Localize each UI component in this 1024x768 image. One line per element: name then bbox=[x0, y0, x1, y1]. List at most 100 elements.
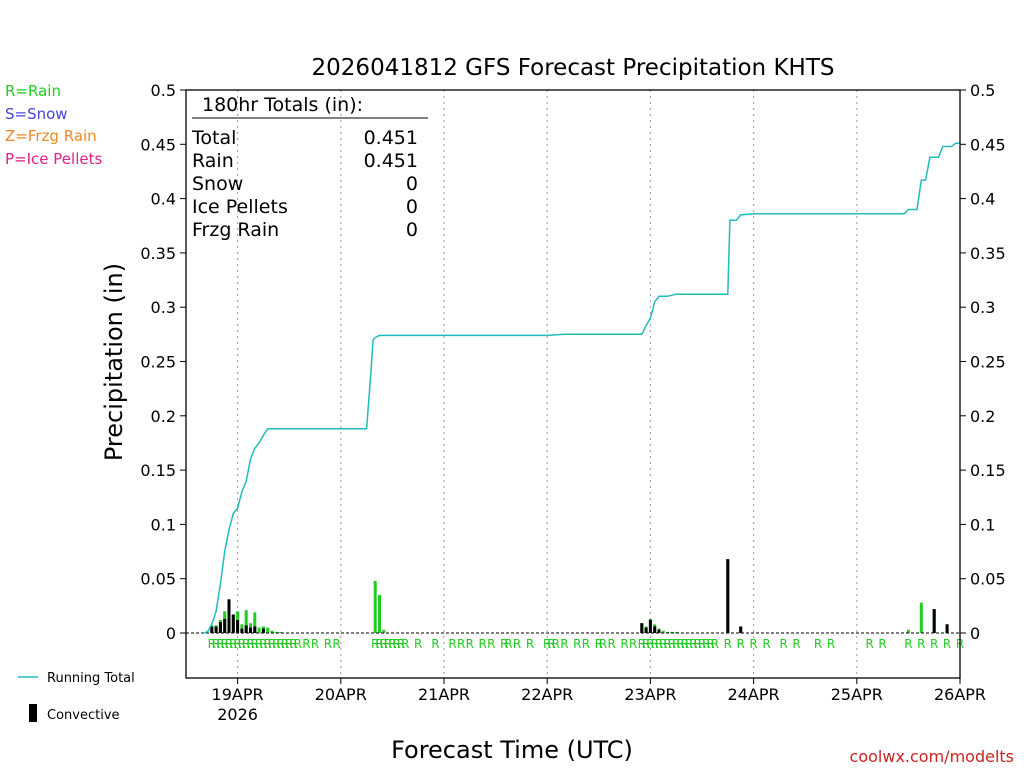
legend-ice-pellets: P=Ice Pellets bbox=[5, 150, 102, 168]
convective-bar bbox=[261, 628, 265, 633]
plot-frame bbox=[185, 89, 961, 679]
rain-mark: R bbox=[285, 637, 293, 651]
rain-mark: R bbox=[225, 637, 233, 651]
legend-frzg-rain: Z=Frzg Rain bbox=[5, 127, 97, 145]
totals-value-rain: 0.451 bbox=[364, 150, 418, 172]
precip-bar bbox=[244, 610, 248, 633]
rain-mark: R bbox=[272, 637, 280, 651]
precip-bar bbox=[382, 629, 386, 633]
totals-box: 180hr Totals (in): Total 0.451 Rain 0.45… bbox=[191, 94, 428, 241]
rain-mark: R bbox=[659, 637, 667, 651]
convective-bar bbox=[644, 627, 648, 633]
rain-mark: R bbox=[526, 637, 534, 651]
rain-mark: R bbox=[242, 637, 250, 651]
rain-mark: R bbox=[651, 637, 659, 651]
rain-mark: R bbox=[384, 637, 392, 651]
totals-value-total: 0.451 bbox=[364, 127, 418, 149]
totals-label-frzg-rain: Frzg Rain bbox=[192, 219, 279, 241]
rain-mark: R bbox=[642, 637, 650, 651]
rain-mark: R bbox=[646, 637, 654, 651]
precip-bar bbox=[661, 630, 665, 633]
rain-mark: R bbox=[814, 637, 822, 651]
x-tick-label: 26APR bbox=[934, 685, 986, 704]
rain-mark: R bbox=[866, 637, 874, 651]
y-axis-ticks: 0 00.05 0.050.1 0.10.15 0.150.2 0.20.25 0.250.… bbox=[140, 81, 1005, 643]
rain-mark: R bbox=[737, 637, 745, 651]
y-tick-label-right: 0.1 bbox=[970, 515, 995, 534]
rain-mark: R bbox=[620, 637, 628, 651]
x-tick-label: 21APR bbox=[418, 685, 470, 704]
precip-bar bbox=[274, 631, 278, 633]
rain-mark: R bbox=[504, 637, 512, 651]
precip-bar bbox=[670, 631, 674, 633]
y-tick-label-right: 0.45 bbox=[970, 135, 1006, 154]
convective-bar bbox=[236, 619, 240, 633]
rain-mark: R bbox=[487, 637, 495, 651]
rain-mark: R bbox=[582, 637, 590, 651]
rain-mark: R bbox=[276, 637, 284, 651]
rain-mark: R bbox=[702, 637, 710, 651]
rain-mark: R bbox=[448, 637, 456, 651]
rain-mark: R bbox=[706, 637, 714, 651]
y-tick-label-left: 0 bbox=[166, 624, 176, 643]
convective-bar bbox=[249, 627, 252, 633]
rain-mark: R bbox=[414, 637, 422, 651]
rain-mark: R bbox=[246, 637, 254, 651]
precip-bar bbox=[279, 631, 283, 633]
convective-bar bbox=[640, 623, 644, 633]
rain-mark: R bbox=[208, 637, 216, 651]
rain-mark: R bbox=[560, 637, 568, 651]
convective-bar bbox=[223, 618, 227, 633]
rain-mark: R bbox=[255, 637, 263, 651]
precip-bar bbox=[666, 631, 670, 633]
rain-mark: R bbox=[724, 637, 732, 651]
precip-bars bbox=[210, 559, 949, 633]
totals-label-ice-pellets: Ice Pellets bbox=[192, 196, 288, 218]
rain-mark: R bbox=[311, 637, 319, 651]
rain-mark: R bbox=[457, 637, 465, 651]
rain-mark: R bbox=[221, 637, 229, 651]
rain-mark: R bbox=[513, 637, 521, 651]
convective-bar bbox=[218, 622, 222, 633]
y-tick-label-right: 0.4 bbox=[970, 190, 995, 209]
totals-value-snow: 0 bbox=[406, 173, 418, 195]
convective-legend-label: Convective bbox=[47, 708, 120, 723]
totals-header: 180hr Totals (in): bbox=[202, 94, 363, 116]
y-tick-label-right: 0.35 bbox=[970, 244, 1006, 263]
rain-mark: R bbox=[655, 637, 663, 651]
precip-bar bbox=[253, 612, 257, 633]
x-tick-label: 25APR bbox=[831, 685, 883, 704]
x-tick-label: 23APR bbox=[624, 685, 676, 704]
y-tick-label-right: 0.5 bbox=[970, 81, 995, 100]
rain-mark: R bbox=[500, 637, 508, 651]
precip-bar bbox=[919, 602, 923, 633]
rain-mark: R bbox=[762, 637, 770, 651]
precip-bar bbox=[906, 629, 910, 633]
precip-bar bbox=[377, 594, 382, 633]
rain-mark: R bbox=[552, 637, 560, 651]
x-tick-label: 22APR bbox=[521, 685, 573, 704]
rain-mark: R bbox=[380, 637, 388, 651]
y-tick-label-left: 0.3 bbox=[151, 298, 176, 317]
rain-mark: R bbox=[332, 637, 340, 651]
precip-bar bbox=[373, 580, 377, 633]
totals-label-rain: Rain bbox=[192, 150, 234, 172]
x-tick-sublabel: 2026 bbox=[217, 705, 258, 724]
rain-mark: R bbox=[431, 637, 439, 651]
rain-mark: R bbox=[547, 637, 555, 651]
rain-mark: R bbox=[479, 637, 487, 651]
vertical-gridlines bbox=[237, 90, 858, 678]
rain-mark: R bbox=[599, 637, 607, 651]
rain-mark: R bbox=[251, 637, 259, 651]
precip-bar bbox=[266, 627, 270, 633]
y-tick-label-right: 0.2 bbox=[970, 407, 995, 426]
y-tick-label-left: 0.5 bbox=[151, 81, 176, 100]
rain-mark: R bbox=[638, 637, 646, 651]
x-axis-label: Forecast Time (UTC) bbox=[391, 736, 633, 764]
rain-mark: R bbox=[792, 637, 800, 651]
y-axis-label: Precipitation (in) bbox=[100, 263, 128, 461]
convective-legend-swatch bbox=[29, 704, 37, 722]
convective-bar bbox=[726, 559, 730, 633]
